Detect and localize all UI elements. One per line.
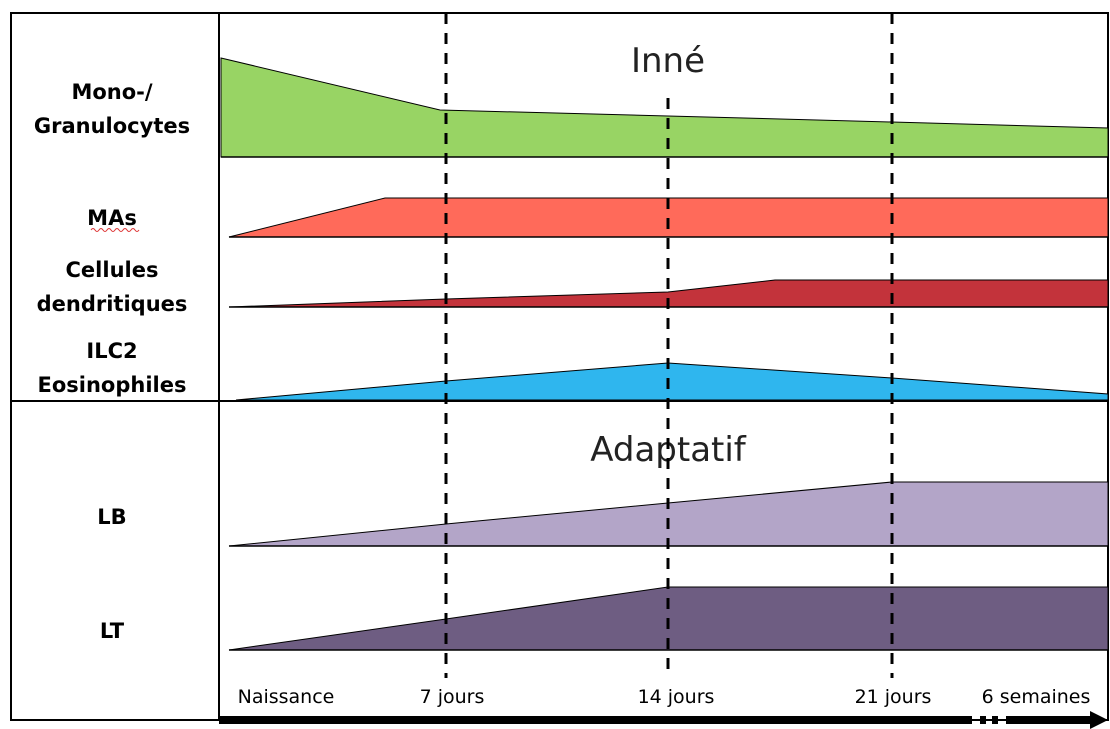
row-label-lb: LB (97, 505, 126, 529)
time-arrow-shaft (219, 716, 972, 724)
time-arrow-tail (1006, 716, 1092, 724)
time-arrow (219, 711, 1108, 729)
spellcheck-underline (90, 228, 140, 232)
row-label-dc-line2: dendritiques (37, 292, 188, 316)
row-label-mono-line1: Mono-/ (71, 80, 152, 104)
row-label-mas: MAs (87, 206, 137, 230)
tick-label-7-jours: 7 jours (420, 686, 485, 708)
row-label-dc-line1: Cellules (66, 258, 159, 282)
tick-label-naissance: Naissance (238, 686, 335, 708)
time-arrow-head (1090, 711, 1108, 729)
ilc2-eosinophiles-area (235, 362, 1109, 401)
tick-label-21-jours: 21 jours (855, 686, 932, 708)
time-arrow-dash-2 (992, 716, 998, 724)
time-arrow-dash-1 (980, 716, 986, 724)
inne-title: Inné (631, 41, 705, 81)
row-label-ilc2-line1: ILC2 (86, 339, 137, 363)
row-label-lt: LT (100, 619, 125, 643)
lb-area (228, 481, 1109, 547)
row-label-mono-line2: Granulocytes (34, 114, 190, 138)
tick-label-14-jours: 14 jours (638, 686, 715, 708)
inne-title-box (528, 20, 813, 90)
tick-label-6-semaines: 6 semaines (982, 686, 1091, 708)
row-label-ilc2-line2: Eosinophiles (38, 373, 187, 397)
adaptatif-title-box (528, 414, 813, 476)
